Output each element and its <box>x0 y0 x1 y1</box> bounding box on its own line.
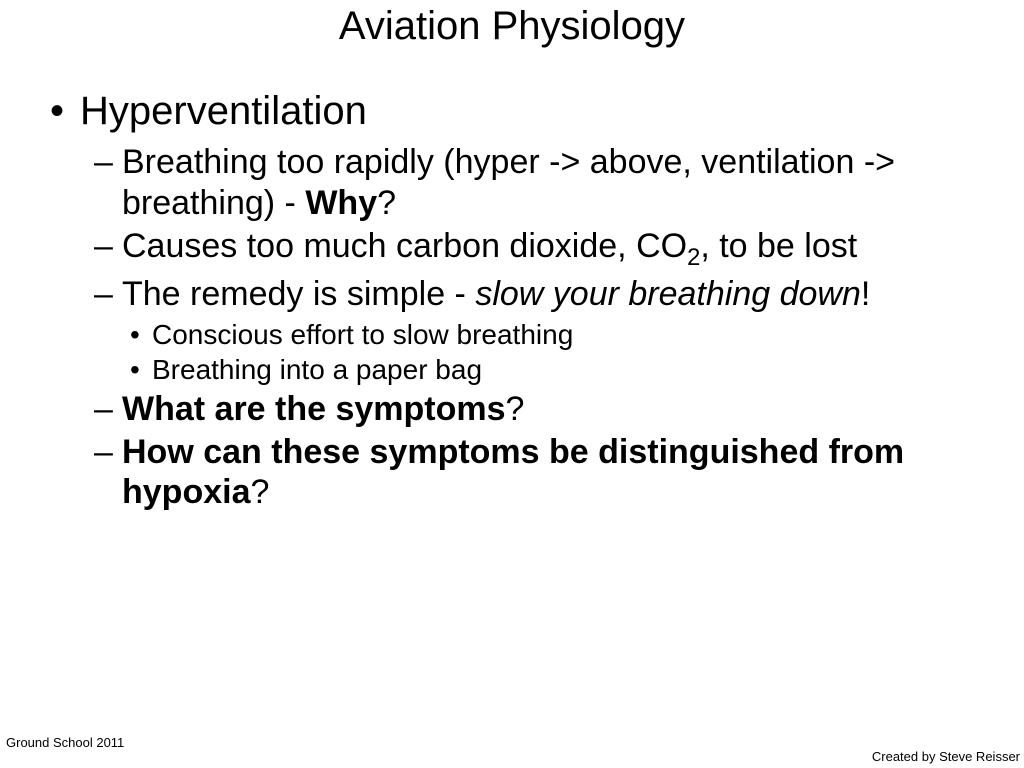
bullet-list-level2: Breathing too rapidly (hyper -> above, v… <box>80 142 984 513</box>
subsub-bullet: Breathing into a paper bag <box>152 352 984 387</box>
text-segment: ? <box>377 184 396 222</box>
footer-left: Ground School 2011 <box>6 735 124 750</box>
text-segment: ? <box>250 473 269 511</box>
slide-content: Hyperventilation Breathing too rapidly (… <box>0 49 1024 513</box>
bullet-list-level1: Hyperventilation Breathing too rapidly (… <box>40 89 984 513</box>
text-segment: ! <box>861 275 870 313</box>
text-segment: ? <box>506 390 525 428</box>
italic-text: slow your breathing down <box>475 275 861 313</box>
slide-title: Aviation Physiology <box>0 0 1024 49</box>
main-bullet: Hyperventilation Breathing too rapidly (… <box>80 89 984 513</box>
sub-bullet-causes: Causes too much carbon dioxide, CO2, to … <box>122 226 984 272</box>
sub-bullet-definition: Breathing too rapidly (hyper -> above, v… <box>122 142 984 224</box>
text-segment: Causes too much carbon dioxide, CO <box>122 227 687 265</box>
subscript: 2 <box>687 243 700 270</box>
subsub-bullet: Conscious effort to slow breathing <box>152 317 984 352</box>
text-segment: Breathing too rapidly (hyper -> above, v… <box>122 143 895 222</box>
footer-right: Created by Steve Reisser <box>872 749 1020 764</box>
sub-bullet-remedy: The remedy is simple - slow your breathi… <box>122 274 984 387</box>
text-segment: , to be lost <box>700 227 857 265</box>
main-bullet-text: Hyperventilation <box>80 89 367 133</box>
text-segment: The remedy is simple - <box>122 275 475 313</box>
bold-text: What are the symptoms <box>122 390 506 428</box>
bullet-list-level3: Conscious effort to slow breathing Breat… <box>122 317 984 387</box>
sub-bullet-symptoms: What are the symptoms? <box>122 389 984 430</box>
bold-text: Why <box>305 184 377 222</box>
sub-bullet-distinguish: How can these symptoms be distinguished … <box>122 432 984 514</box>
bold-text: How can these symptoms be distinguished … <box>122 433 904 512</box>
slide: Aviation Physiology Hyperventilation Bre… <box>0 0 1024 768</box>
